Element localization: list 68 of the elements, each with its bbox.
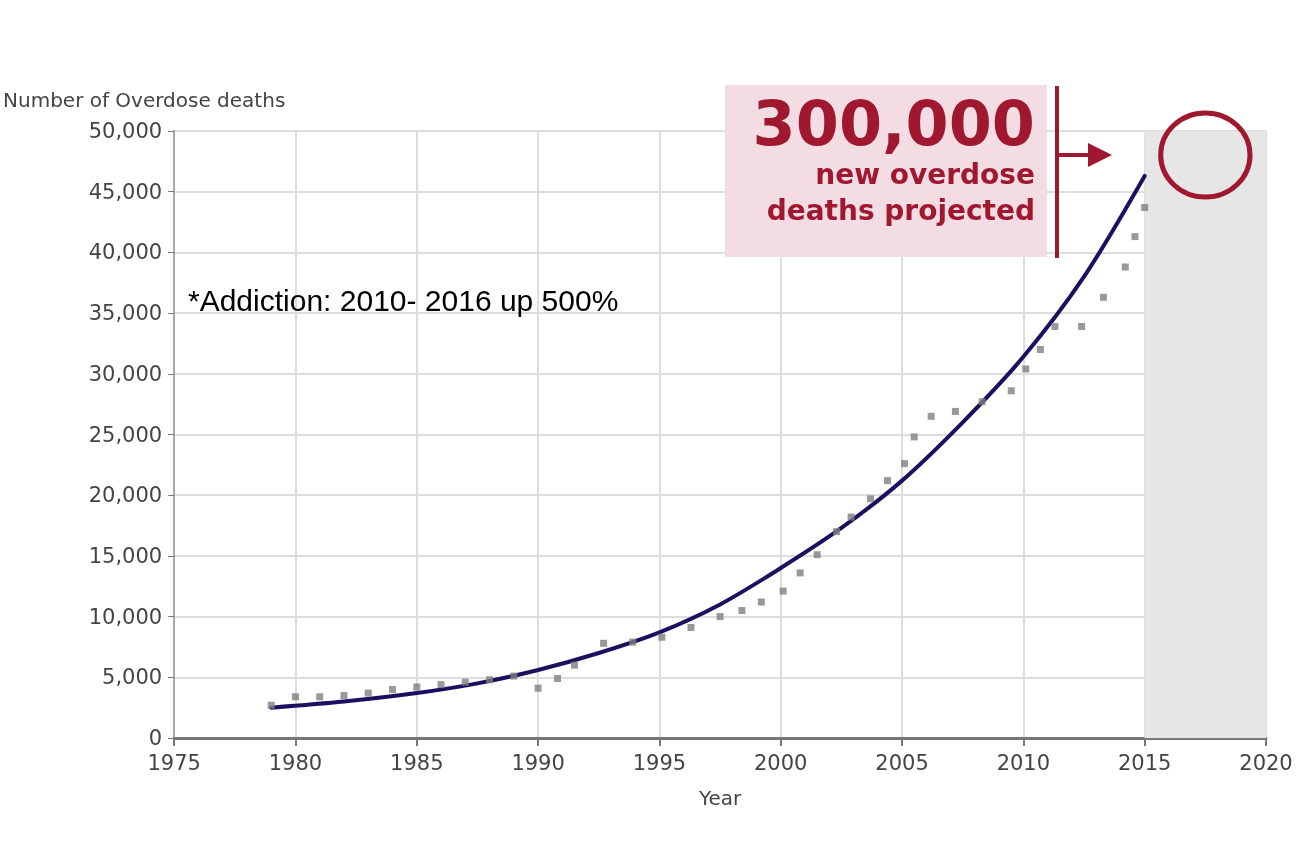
point: [951, 407, 959, 415]
point: [629, 638, 637, 646]
point: [927, 412, 935, 420]
x-tick-label: 1975: [147, 750, 201, 775]
point: [1051, 322, 1059, 330]
point: [867, 495, 875, 503]
x-tick-label: 1995: [632, 750, 687, 775]
point: [1121, 263, 1129, 271]
point: [796, 569, 804, 577]
point: [340, 692, 348, 700]
point: [833, 528, 841, 536]
x-tick-label: 2000: [754, 750, 808, 775]
point: [437, 681, 445, 689]
point: [1099, 293, 1107, 301]
point: [267, 701, 275, 709]
x-tick-label: 2020: [1239, 750, 1293, 775]
point: [1007, 387, 1015, 395]
point: [534, 684, 542, 692]
point: [554, 675, 562, 683]
point: [1078, 322, 1086, 330]
point: [600, 639, 608, 647]
x-tick-label: 2015: [1117, 750, 1172, 775]
annotation: *Addiction: 2010- 2016 up 500%: [188, 284, 619, 318]
x-tick-label: 1985: [390, 750, 444, 775]
point: [1036, 346, 1044, 354]
point: [1141, 203, 1149, 211]
point: [291, 693, 299, 701]
x-tick-label: 1980: [268, 750, 323, 775]
point: [900, 460, 908, 468]
y-tick-label: 25,000: [88, 422, 163, 447]
point: [779, 587, 787, 595]
point: [510, 672, 518, 680]
point: [687, 624, 695, 632]
y-axis-title: Number of Overdose deaths: [3, 88, 286, 112]
point: [486, 676, 494, 684]
y-tick-label: 35,000: [88, 301, 163, 326]
x-tick-label: 2005: [875, 750, 929, 775]
point: [883, 477, 891, 485]
point: [413, 683, 421, 691]
point: [658, 633, 666, 641]
y-tick-label: 45,000: [88, 179, 163, 204]
x-tick-label: 2010: [996, 750, 1051, 775]
y-tick-label: 15,000: [88, 543, 163, 568]
point: [389, 685, 397, 693]
point: [978, 398, 986, 406]
y-tick-label: 5,000: [102, 665, 163, 690]
point: [461, 678, 469, 686]
point: [757, 598, 765, 606]
point: [316, 693, 324, 701]
point: [910, 433, 918, 441]
y-tick-label: 20,000: [88, 483, 163, 508]
point: [570, 661, 578, 669]
y-tick-label: 40,000: [88, 240, 163, 265]
point: [364, 689, 372, 697]
point: [1131, 233, 1139, 241]
y-tick-label: 10,000: [88, 604, 163, 629]
y-tick-label: 30,000: [88, 361, 163, 386]
annotation: 300,000: [751, 87, 1035, 160]
point: [813, 551, 821, 559]
point: [847, 513, 855, 521]
annotation: new overdose deaths projected: [765, 157, 1035, 229]
y-tick-label: 50,000: [88, 119, 163, 143]
x-axis-title: Year: [697, 786, 743, 810]
point: [716, 613, 724, 621]
y-tick-label: 0: [148, 726, 163, 750]
point: [738, 607, 746, 615]
x-tick-label: 1990: [511, 750, 565, 775]
point: [1022, 365, 1030, 373]
